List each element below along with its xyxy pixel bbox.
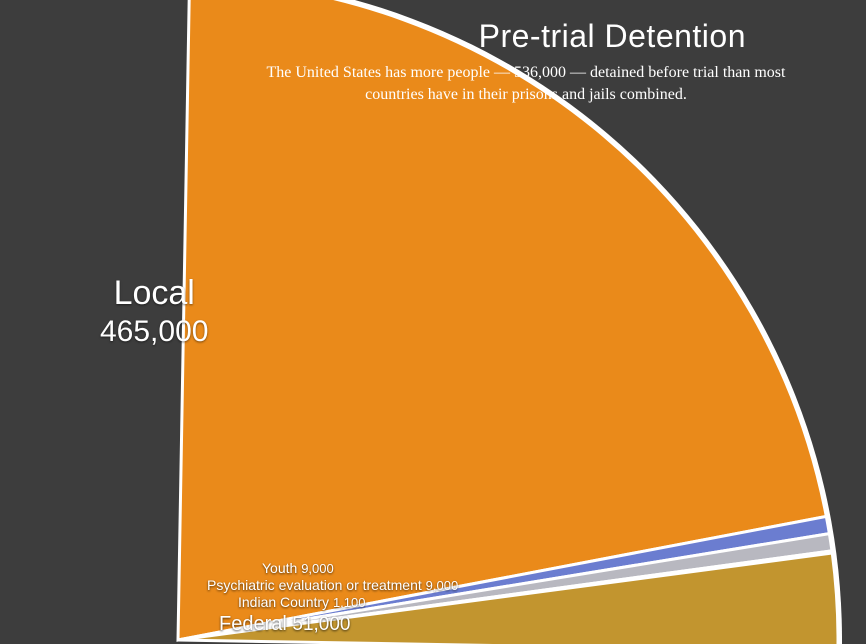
slice-label-federal: Federal 51,000: [219, 613, 351, 636]
chart-title: Pre-trial Detention: [479, 18, 746, 55]
slice-name-federal: Federal: [219, 613, 287, 635]
chart-subtitle: The United States has more people — 536,…: [246, 62, 806, 107]
slice-label-local: Local 465,000: [100, 274, 208, 349]
slice-value-local: 465,000: [100, 315, 208, 349]
slice-value-federal: 51,000: [292, 614, 350, 635]
slice-value-indian: 1,100: [333, 595, 366, 610]
slice-label-psych: Psychiatric evaluation or treatment 9,00…: [207, 577, 458, 593]
slice-label-youth: Youth 9,000: [262, 560, 334, 576]
slice-name-youth: Youth: [262, 560, 297, 576]
slice-name-indian: Indian Country: [238, 594, 329, 610]
slice-value-youth: 9,000: [301, 561, 334, 576]
slice-label-indian: Indian Country 1,100: [238, 594, 366, 610]
slice-value-psych: 9,000: [426, 578, 459, 593]
slice-name-local: Local: [100, 274, 208, 313]
slice-name-psych: Psychiatric evaluation or treatment: [207, 577, 422, 593]
